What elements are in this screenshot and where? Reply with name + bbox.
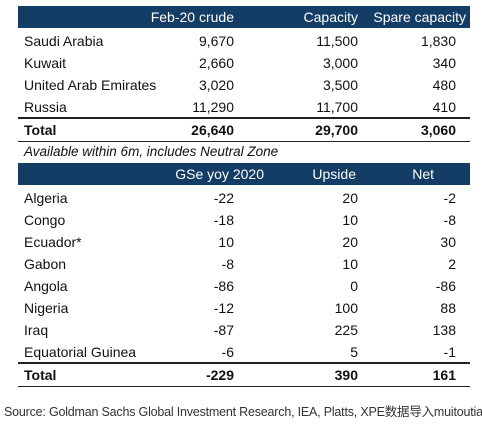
country-name: Ecuador* [24, 234, 82, 250]
table2-row: Algeria -22 20 -2 [18, 187, 470, 209]
source-note: Source: Goldman Sachs Global Investment … [4, 405, 482, 419]
country-name: Angola [24, 278, 68, 294]
capacity-value: 3,500 [322, 77, 358, 93]
net-value: -1 [443, 344, 456, 360]
crude-value: 11,290 [192, 99, 234, 115]
table2-header: GSe yoy 2020 Upside Net [18, 163, 470, 185]
country-name: Gabon [24, 256, 67, 272]
table2-total-row: Total -229 390 161 [18, 364, 470, 386]
net-value: 88 [440, 300, 456, 316]
table2-row: Iraq -87 225 138 [18, 319, 470, 341]
country-name: Algeria [24, 190, 68, 206]
table2-header-upside: Upside [312, 166, 356, 182]
capacity-value: 3,000 [322, 55, 358, 71]
table1-row: United Arab Emirates 3,020 3,500 480 [18, 74, 470, 96]
net-value: 30 [440, 234, 456, 250]
upside-value: 5 [350, 344, 358, 360]
crude-value: 3,020 [198, 77, 234, 93]
table2-bottom-rule [18, 386, 470, 387]
table2-row: Congo -18 10 -8 [18, 209, 470, 231]
country-name: Kuwait [24, 55, 67, 71]
capacity-value: 11,700 [316, 99, 358, 115]
country-name: United Arab Emirates [24, 77, 157, 93]
upside-value: 225 [334, 322, 358, 338]
table1-header-crude: Feb-20 crude [150, 9, 234, 25]
upside-value: 0 [350, 278, 358, 294]
country-name: Russia [24, 99, 67, 115]
crude-value: 9,670 [198, 33, 234, 49]
spare-value: 340 [432, 55, 456, 71]
gse-value: -6 [221, 344, 234, 360]
table2-header-gse: GSe yoy 2020 [175, 166, 264, 182]
table1-row: Kuwait 2,660 3,000 340 [18, 52, 470, 74]
net-value: -86 [435, 278, 456, 294]
upside-value: 10 [342, 256, 358, 272]
total-label: Total [24, 367, 57, 383]
total-spare: 3,060 [420, 122, 456, 138]
gse-value: -22 [213, 190, 234, 206]
table1-row: Russia 11,290 11,700 410 [18, 96, 470, 118]
total-label: Total [24, 122, 57, 138]
table1-note: Available within 6m, includes Neutral Zo… [24, 144, 279, 159]
table1-header-spare: Spare capacity [373, 9, 466, 25]
gse-value: -8 [221, 256, 234, 272]
table2-header-net: Net [412, 166, 434, 182]
total-net: 161 [432, 367, 456, 383]
gse-value: -18 [213, 212, 234, 228]
net-value: 2 [448, 256, 456, 272]
total-upside: 390 [334, 367, 358, 383]
upside-value: 10 [342, 212, 358, 228]
net-value: 138 [432, 322, 456, 338]
table1-total-rule [18, 117, 470, 119]
crude-value: 2,660 [198, 55, 234, 71]
table2-row: Equatorial Guinea -6 5 -1 [18, 341, 470, 363]
gse-value: -86 [213, 278, 234, 294]
table1-header-capacity: Capacity [303, 9, 358, 25]
spare-value: 410 [432, 99, 456, 115]
table1-total-row: Total 26,640 29,700 3,060 [18, 119, 470, 141]
capacity-value: 11,500 [316, 33, 358, 49]
total-capacity: 29,700 [315, 122, 358, 138]
spare-value: 1,830 [420, 33, 456, 49]
table2-row: Angola -86 0 -86 [18, 275, 470, 297]
table1-header: Feb-20 crude Capacity Spare capacity [18, 6, 470, 28]
country-name: Saudi Arabia [24, 33, 104, 49]
country-name: Equatorial Guinea [24, 344, 137, 360]
total-gse: -229 [205, 367, 234, 383]
net-value: -2 [443, 190, 456, 206]
table1-row: Saudi Arabia 9,670 11,500 1,830 [18, 30, 470, 52]
table1-bottom-rule [18, 141, 470, 142]
gse-value: -87 [213, 322, 234, 338]
upside-value: 20 [342, 234, 358, 250]
country-name: Congo [24, 212, 66, 228]
country-name: Nigeria [24, 300, 69, 316]
net-value: -8 [443, 212, 456, 228]
table2-total-rule [18, 362, 470, 364]
upside-value: 20 [342, 190, 358, 206]
spare-value: 480 [432, 77, 456, 93]
table2-row: Ecuador* 10 20 30 [18, 231, 470, 253]
total-crude: 26,640 [191, 122, 234, 138]
country-name: Iraq [24, 322, 49, 338]
gse-value: 10 [218, 234, 234, 250]
upside-value: 100 [334, 300, 358, 316]
table2-row: Gabon -8 10 2 [18, 253, 470, 275]
gse-value: -12 [213, 300, 234, 316]
table2-row: Nigeria -12 100 88 [18, 297, 470, 319]
